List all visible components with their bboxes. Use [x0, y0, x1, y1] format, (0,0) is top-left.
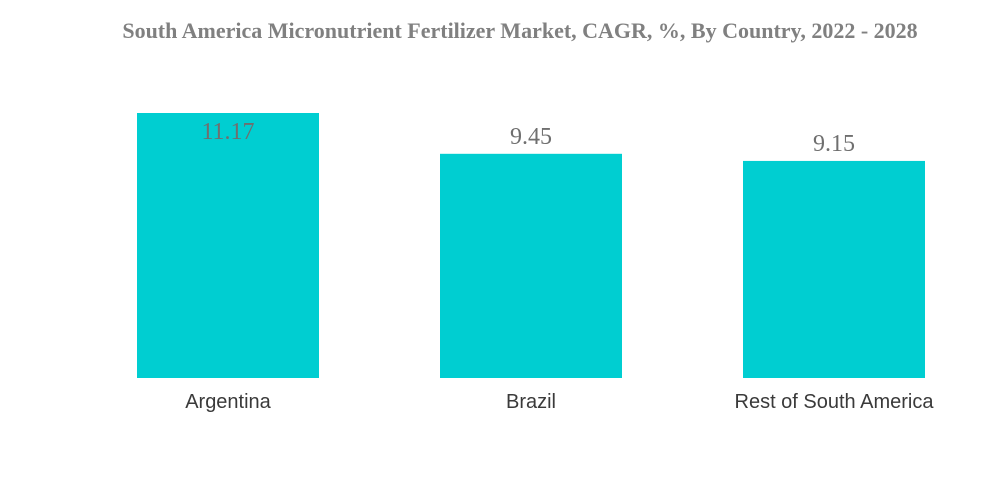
data-label: 9.45	[510, 124, 552, 150]
data-label: 11.17	[201, 119, 254, 145]
bar-argentina	[137, 113, 319, 378]
chart-title: South America Micronutrient Fertilizer M…	[122, 18, 918, 43]
bar-brazil	[440, 153, 622, 378]
category-label: Rest of South America	[735, 391, 935, 413]
bar-rest-of-south-america	[743, 160, 925, 378]
category-label: Argentina	[185, 391, 271, 413]
category-label: Brazil	[506, 391, 556, 413]
data-label: 9.15	[813, 131, 855, 157]
